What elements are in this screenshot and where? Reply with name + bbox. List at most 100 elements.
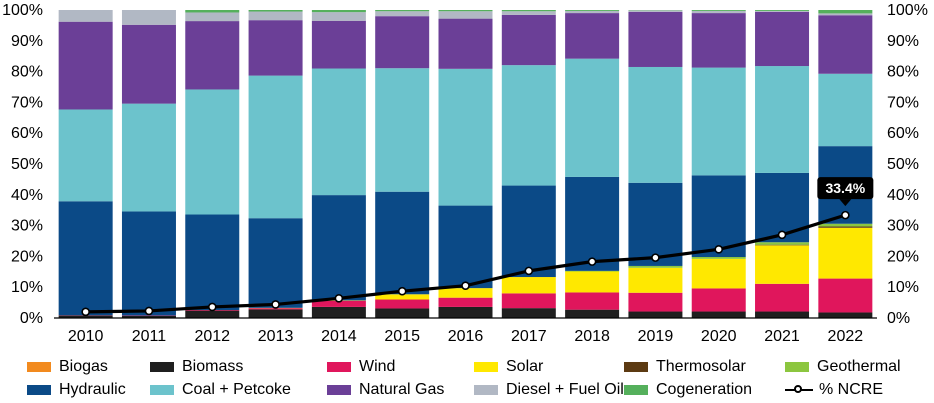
y-tick-label-left: 10% [11, 279, 43, 296]
bar-cogeneration-2016 [438, 10, 493, 12]
bar-coal-petcoke-2011 [121, 103, 176, 212]
y-tick-label-left: 0% [20, 310, 43, 327]
bar-cogeneration-2015 [375, 10, 430, 12]
bar-diesel-fuel-oil-2016 [438, 11, 493, 19]
bar-hydraulic-2014 [311, 195, 366, 301]
legend-label: Solar [506, 358, 544, 375]
ncre-point-2018 [587, 257, 597, 266]
bar-cogeneration-2020 [691, 10, 746, 11]
y-tick-label-left: 50% [11, 156, 43, 173]
legend-label: Hydraulic [59, 381, 126, 398]
bar-thermosolar-2022 [818, 226, 873, 228]
bar-wind-2021 [755, 283, 810, 312]
bar-diesel-fuel-oil-2014 [311, 12, 366, 21]
legend-item-coal-petcoke: Coal + Petcoke [150, 381, 291, 399]
x-tick-label: 2020 [701, 328, 737, 345]
x-tick-label: 2018 [574, 328, 610, 345]
y-tick-label-right: 70% [887, 94, 919, 111]
bar-coal-petcoke-2014 [311, 68, 366, 196]
bar-coal-petcoke-2015 [375, 68, 430, 192]
bar-cogeneration-2021 [755, 10, 810, 11]
y-tick-label-left: 70% [11, 94, 43, 111]
ncre-point-2011 [144, 306, 154, 316]
x-tick-label: 2021 [764, 328, 800, 345]
bar-solar-2018 [565, 271, 620, 293]
ncre-point-2021 [777, 230, 787, 240]
legend-label: Biomass [182, 358, 244, 375]
y-tick-label-left: 90% [11, 33, 43, 50]
annotation-group: 33.4% [817, 177, 874, 207]
bar-hydraulic-2013 [248, 218, 303, 308]
x-tick-label: 2022 [828, 328, 864, 345]
bar-thermosolar-2021 [755, 244, 810, 246]
bar-diesel-fuel-oil-2013 [248, 11, 303, 21]
legend-item-hydraulic: Hydraulic [27, 381, 126, 399]
bar-coal-petcoke-2020 [691, 67, 746, 176]
ncre-point-2020 [714, 245, 724, 254]
annotation-label: 33.4% [825, 180, 865, 196]
ncre-point-2022 [841, 210, 850, 220]
legend-swatch [27, 385, 51, 395]
bar-cogeneration-2014 [311, 10, 366, 13]
legend-label: Coal + Petcoke [182, 381, 291, 398]
bar-biomass-2012 [185, 310, 240, 318]
y-tick-label-left: 20% [11, 248, 43, 265]
bar-hydraulic-2012 [185, 214, 240, 310]
bar-diesel-fuel-oil-2019 [628, 10, 683, 12]
bar-group [58, 10, 873, 318]
x-tick-label: 2012 [194, 328, 230, 345]
legend-swatch [474, 362, 498, 372]
bar-wind-2020 [691, 288, 746, 312]
legend-swatch [27, 362, 51, 372]
legend-label: Geothermal [817, 358, 901, 375]
annotation-pointer [839, 199, 852, 207]
bar-coal-petcoke-2010 [58, 109, 113, 202]
legend-label: Diesel + Fuel Oil [506, 381, 624, 398]
y-tick-label-left: 40% [11, 187, 43, 204]
bar-cogeneration-2012 [185, 10, 240, 13]
bar-solar-2016 [438, 288, 493, 298]
x-tick-label: 2013 [258, 328, 294, 345]
legend-item-geothermal: Geothermal [785, 358, 901, 376]
bar-natural-gas-2021 [755, 11, 810, 67]
bar-diesel-fuel-oil-2022 [818, 13, 873, 16]
bar-wind-2014 [311, 300, 366, 307]
legend-swatch [474, 385, 498, 395]
bar-natural-gas-2012 [185, 21, 240, 90]
ncre-point-2012 [207, 302, 217, 312]
bar-wind-2015 [375, 299, 430, 309]
y-tick-label-right: 40% [887, 187, 919, 204]
bar-diesel-fuel-oil-2015 [375, 11, 430, 17]
x-tick-label: 2010 [68, 328, 104, 345]
bar-diesel-fuel-oil-2010 [58, 10, 113, 22]
bar-solar-2015 [375, 294, 430, 300]
bar-wind-2018 [565, 292, 620, 310]
bar-solar-2020 [691, 258, 746, 289]
legend: Biogas Biomass Wind Solar Thermosolar Geother… [0, 356, 934, 402]
bar-natural-gas-2010 [58, 21, 113, 110]
legend-label: Cogeneration [656, 381, 753, 398]
bar-hydraulic-2020 [691, 175, 746, 258]
bar-biomass-2010 [58, 315, 113, 318]
bar-hydraulic-2016 [438, 205, 493, 289]
bar-hydraulic-2019 [628, 182, 683, 266]
y-tick-label-right: 20% [887, 248, 919, 265]
bar-hydraulic-2011 [121, 211, 176, 316]
y-tick-label-right: 50% [887, 156, 919, 173]
bar-biomass-2013 [248, 309, 303, 318]
x-tick-label: 2014 [321, 328, 357, 345]
x-tick-label: 2016 [448, 328, 484, 345]
bar-diesel-fuel-oil-2020 [691, 10, 746, 14]
bar-biomass-2015 [375, 308, 430, 318]
bar-biomass-2021 [755, 311, 810, 318]
annotation-box [817, 177, 874, 200]
legend-label: Biogas [59, 358, 108, 375]
legend-label: % NCRE [819, 381, 884, 398]
bar-geothermal-2019 [628, 265, 683, 268]
bar-diesel-fuel-oil-2021 [755, 10, 810, 12]
y-tick-label-right: 100% [887, 2, 928, 19]
bar-geothermal-2022 [818, 223, 873, 227]
bar-hydraulic-2010 [58, 201, 113, 316]
bar-solar-2017 [501, 277, 556, 294]
bar-biomass-2018 [565, 309, 620, 318]
